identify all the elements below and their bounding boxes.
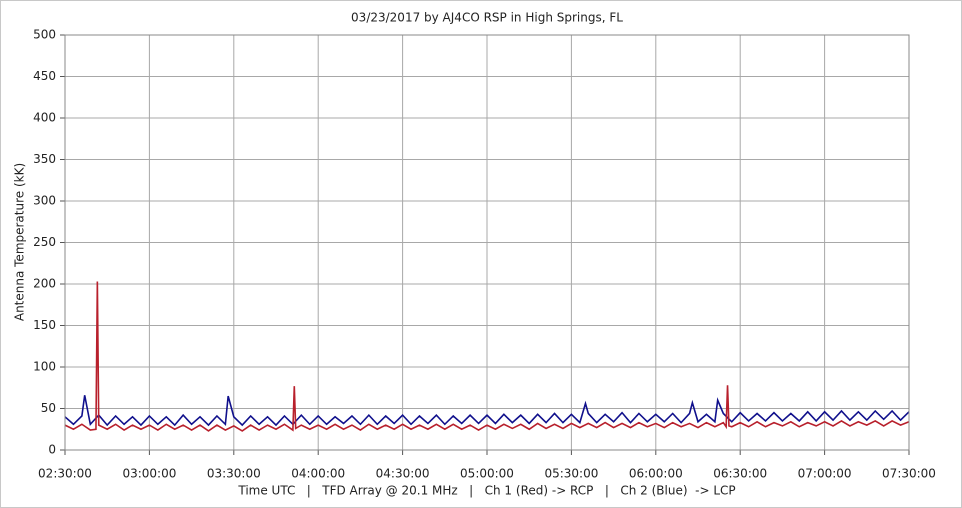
y-tick-label: 100 <box>33 360 56 374</box>
plot-area <box>64 281 910 432</box>
y-tick-label: 250 <box>33 235 56 249</box>
y-tick-label: 200 <box>33 277 56 291</box>
y-tick-label: 300 <box>33 194 56 208</box>
x-tick-label: 05:30:00 <box>544 467 598 481</box>
y-tick-label: 150 <box>33 318 56 332</box>
y-tick-label: 0 <box>48 443 56 457</box>
x-tick-label: 02:30:00 <box>38 467 92 481</box>
y-tick-label: 400 <box>33 111 56 125</box>
x-tick-label: 04:00:00 <box>291 467 345 481</box>
x-tick-label: 06:30:00 <box>713 467 767 481</box>
x-tick-label: 07:00:00 <box>798 467 852 481</box>
plot-border <box>64 34 910 451</box>
series-line <box>64 395 910 427</box>
x-tick-label: 06:00:00 <box>629 467 683 481</box>
x-axis-label: Time UTC | TFD Array @ 20.1 MHz | Ch 1 (… <box>237 484 735 498</box>
x-tick-label: 04:30:00 <box>376 467 430 481</box>
x-tick-label: 03:00:00 <box>122 467 176 481</box>
x-tick-label: 03:30:00 <box>207 467 261 481</box>
x-tick-label: 05:00:00 <box>460 467 514 481</box>
y-tick-label: 350 <box>33 152 56 166</box>
y-tick-label: 450 <box>33 69 56 83</box>
x-tick-label: 07:30:00 <box>882 467 936 481</box>
chart-title: 03/23/2017 by AJ4CO RSP in High Springs,… <box>351 11 623 25</box>
y-tick-label: 50 <box>41 401 56 415</box>
y-axis-label: Antenna Temperature (kK) <box>13 163 27 321</box>
y-tick-label: 500 <box>33 28 56 42</box>
series-line <box>64 281 910 432</box>
